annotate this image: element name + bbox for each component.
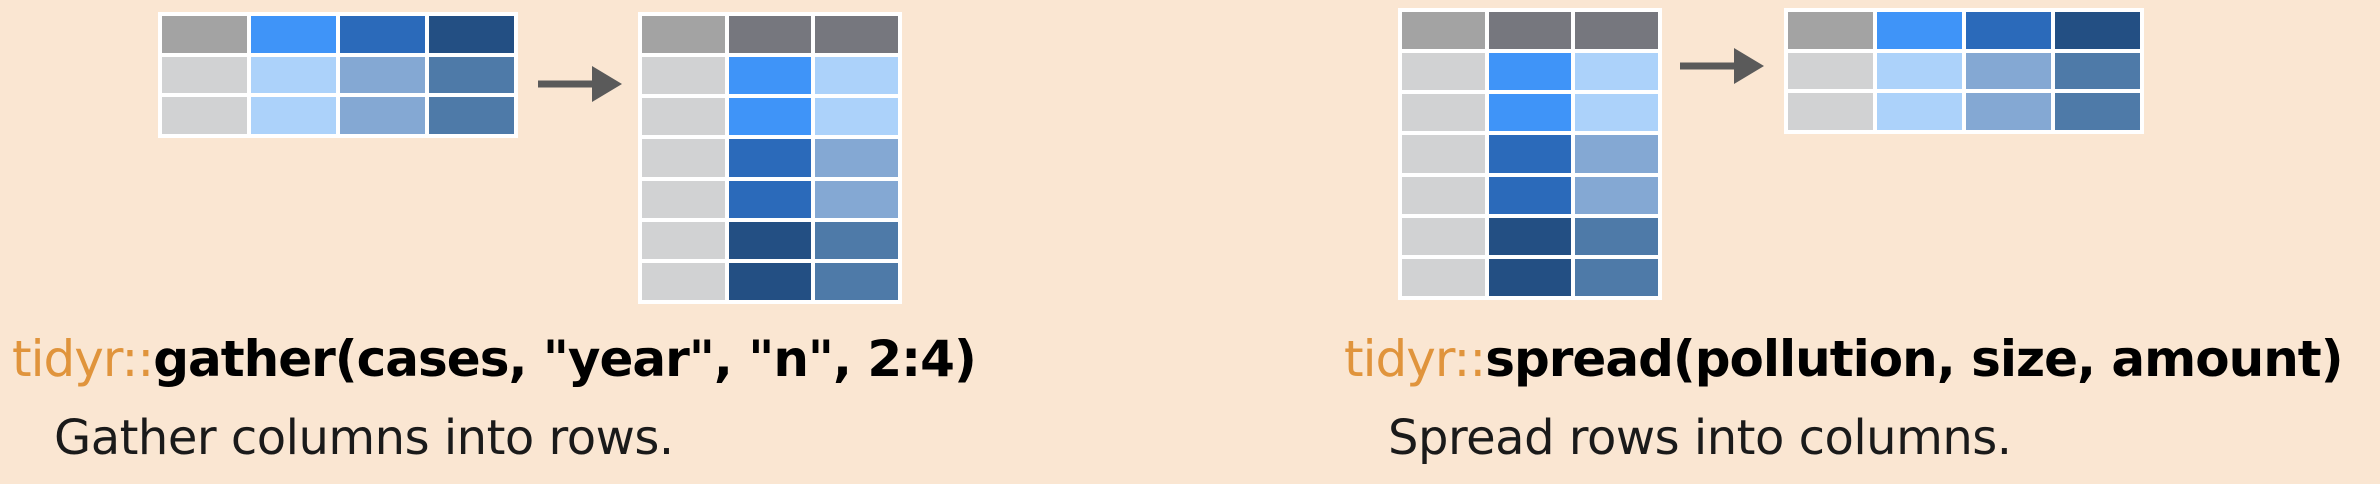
table-cell xyxy=(1402,176,1485,214)
table-cell xyxy=(1966,12,2051,49)
table-cell xyxy=(429,16,514,53)
table-cell xyxy=(1488,12,1572,50)
table-cell xyxy=(642,180,725,218)
table-cell xyxy=(1488,258,1572,296)
table-cell xyxy=(728,262,812,300)
table-cell xyxy=(642,57,725,95)
table-cell xyxy=(162,56,247,94)
table-cell xyxy=(1575,176,1658,214)
table-cell xyxy=(642,98,725,136)
spread-code: tidyr::spread(pollution, size, amount) xyxy=(1344,330,2344,388)
table-cell xyxy=(162,97,247,134)
gather-code: tidyr::gather(cases, "year", "n", 2:4) xyxy=(12,330,977,388)
table-cell xyxy=(728,16,812,54)
gather-package: tidyr:: xyxy=(12,330,154,388)
table-cell xyxy=(1877,12,1962,49)
table-cell xyxy=(815,180,898,218)
table-cell xyxy=(251,16,336,53)
table-cell xyxy=(1575,12,1658,50)
table-cell xyxy=(728,139,812,177)
table-cell xyxy=(1877,93,1962,130)
table-cell xyxy=(642,221,725,259)
table-cell xyxy=(815,139,898,177)
table-cell xyxy=(1488,94,1572,132)
table-cell xyxy=(162,16,247,53)
table-cell xyxy=(1488,53,1572,91)
table-cell xyxy=(815,262,898,300)
table-cell xyxy=(815,57,898,95)
spread-package: tidyr:: xyxy=(1344,330,1486,388)
gather-call: gather(cases, "year", "n", 2:4) xyxy=(153,330,977,388)
table-cell xyxy=(642,262,725,300)
table-cell xyxy=(2055,12,2140,49)
table-cell xyxy=(1966,93,2051,130)
table-cell xyxy=(2055,93,2140,130)
table-cell xyxy=(728,180,812,218)
table-cell xyxy=(728,57,812,95)
table-cell xyxy=(1575,135,1658,173)
table-cell xyxy=(1402,12,1485,50)
table-cell xyxy=(1488,176,1572,214)
table-cell xyxy=(340,56,425,94)
spread-description: Spread rows into columns. xyxy=(1388,410,2012,466)
table-cell xyxy=(1402,217,1485,255)
table-cell xyxy=(1877,52,1962,90)
table-cell xyxy=(815,221,898,259)
table-cell xyxy=(1966,52,2051,90)
table-cell xyxy=(1402,258,1485,296)
table-cell xyxy=(2055,52,2140,90)
table-cell xyxy=(340,97,425,134)
table-cell xyxy=(1788,52,1873,90)
table-cell xyxy=(1402,53,1485,91)
table-cell xyxy=(728,221,812,259)
spread-before-table xyxy=(1398,8,1662,300)
spread-arrow-icon xyxy=(1680,48,1764,84)
gather-description: Gather columns into rows. xyxy=(54,410,674,466)
table-cell xyxy=(1488,135,1572,173)
spread-after-table xyxy=(1784,8,2144,134)
table-cell xyxy=(251,97,336,134)
gather-arrow-icon xyxy=(538,66,622,102)
table-cell xyxy=(429,56,514,94)
table-cell xyxy=(642,16,725,54)
gather-before-table xyxy=(158,12,518,138)
table-cell xyxy=(1788,12,1873,49)
table-cell xyxy=(1402,94,1485,132)
table-cell xyxy=(251,56,336,94)
table-cell xyxy=(429,97,514,134)
table-cell xyxy=(815,98,898,136)
table-cell xyxy=(1575,217,1658,255)
table-cell xyxy=(1575,258,1658,296)
table-cell xyxy=(815,16,898,54)
table-cell xyxy=(642,139,725,177)
table-cell xyxy=(1575,53,1658,91)
table-cell xyxy=(1488,217,1572,255)
table-cell xyxy=(1575,94,1658,132)
table-cell xyxy=(1402,135,1485,173)
spread-call: spread(pollution, size, amount) xyxy=(1485,330,2343,388)
table-cell xyxy=(340,16,425,53)
gather-after-table xyxy=(638,12,902,304)
table-cell xyxy=(728,98,812,136)
table-cell xyxy=(1788,93,1873,130)
